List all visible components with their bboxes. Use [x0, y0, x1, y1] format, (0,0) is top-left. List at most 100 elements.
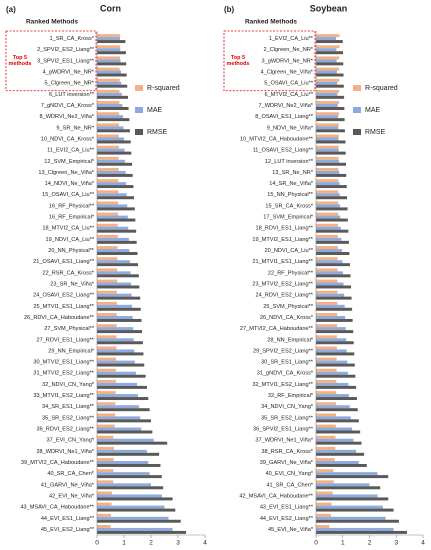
category-label: 34_SR_ES1_Liang** — [42, 404, 95, 410]
category-label: 11_EVI2_CA_Liu** — [47, 148, 95, 154]
category-label: 20_NN_Physical** — [48, 248, 95, 254]
bar — [97, 382, 137, 386]
bar — [316, 449, 357, 453]
category-label: 20_NDVI_CA_Liu** — [264, 248, 313, 254]
bar — [316, 318, 353, 322]
category-label: 18_RDVI_ES1_Liang** — [255, 226, 313, 232]
bar — [97, 458, 114, 462]
legend-label: MAE — [365, 107, 381, 114]
category-label: 27_MTVI2_CA_Haboudane** — [240, 326, 314, 332]
category-label: 21_MTVI1_ES1_Liang** — [252, 259, 313, 265]
bar — [316, 67, 340, 71]
bar — [97, 45, 120, 49]
category-label: 15_OSAVI_CA_Liu** — [42, 192, 95, 198]
category-label: 17_SVM_Empirical* — [263, 215, 314, 221]
bar — [316, 324, 338, 328]
bar — [97, 282, 132, 286]
bar — [316, 374, 356, 378]
bar — [316, 279, 338, 283]
bar — [316, 215, 341, 219]
bar — [97, 92, 122, 96]
bar — [316, 115, 338, 119]
bar — [316, 170, 340, 174]
bar — [97, 290, 117, 294]
category-label: 38_RSR_CA_Kross* — [261, 449, 313, 455]
bar — [316, 240, 349, 244]
x-tick-label: 4 — [203, 540, 207, 547]
chart-title: Corn — [100, 3, 121, 13]
bar — [316, 34, 340, 38]
bar — [316, 368, 337, 372]
bar — [97, 162, 133, 166]
category-label: 34_NDVI_CN_Yang* — [261, 404, 314, 410]
bar — [97, 190, 119, 194]
category-label: 1_SR_CA_Kross* — [50, 36, 95, 42]
bar — [97, 327, 134, 331]
bar — [97, 73, 127, 77]
bar — [97, 101, 120, 105]
bar — [316, 385, 357, 389]
bar — [316, 360, 348, 364]
bar — [316, 134, 339, 138]
bar — [316, 352, 355, 356]
bar — [97, 268, 118, 272]
bar — [97, 324, 117, 328]
category-label: 8_OSAVI_ES1_Liang** — [255, 114, 314, 120]
bar — [97, 374, 146, 378]
bar — [316, 338, 347, 342]
category-label: 15_SR_CA_Kross* — [265, 203, 313, 209]
bar — [97, 285, 140, 289]
bar — [97, 249, 130, 253]
category-label: 3_gWDRVI_Ne_NR* — [261, 58, 313, 64]
bar — [316, 95, 345, 99]
x-tick-label: 4 — [421, 540, 425, 547]
category-label: 9_SR_Ne_NR* — [56, 125, 94, 131]
category-label: 18_MTVI2_CA_Liu** — [42, 226, 94, 232]
bar — [97, 51, 126, 55]
x-tick-label: 2 — [149, 540, 153, 547]
bar — [316, 469, 334, 473]
bar — [316, 405, 350, 409]
category-label: 43_EVI_ES1_Liang** — [260, 505, 314, 511]
category-label: 19_MTVI2_ES1_Liang** — [252, 237, 313, 243]
bar — [316, 301, 338, 305]
category-label: 45_EVI_Ne_Viña* — [268, 527, 314, 533]
bar — [316, 527, 394, 531]
bar — [316, 234, 338, 238]
bar — [97, 170, 126, 174]
category-label: 7_WDRVI_Ne2_Viña* — [258, 103, 313, 109]
bar — [97, 513, 112, 517]
bar — [316, 257, 338, 261]
category-label: 29_NN_Empirical* — [48, 348, 95, 354]
bar — [316, 416, 351, 420]
bar — [316, 382, 349, 386]
bar — [316, 472, 378, 476]
bar — [97, 461, 149, 464]
bar — [97, 56, 120, 60]
bar — [316, 62, 344, 66]
bar — [316, 249, 342, 253]
bar — [316, 252, 350, 255]
bar — [316, 475, 389, 479]
x-tick-label: 3 — [394, 540, 398, 547]
bar — [316, 480, 334, 484]
bar — [316, 51, 344, 55]
bar — [316, 349, 347, 353]
bar — [316, 179, 339, 183]
bar — [97, 78, 120, 82]
category-label: 13_Clgreen_Ne_Viña* — [38, 170, 94, 176]
bar — [97, 257, 118, 261]
bar — [316, 304, 345, 308]
bar — [316, 461, 359, 464]
bar — [316, 379, 337, 383]
bar — [97, 271, 131, 275]
bar — [316, 446, 336, 450]
bar — [316, 173, 347, 177]
bar — [316, 226, 341, 230]
bar — [97, 449, 147, 453]
bar — [97, 193, 127, 197]
category-label: 21_OSAVI_ES1_Liang** — [33, 259, 95, 265]
bar — [316, 167, 339, 171]
bar — [316, 162, 346, 166]
